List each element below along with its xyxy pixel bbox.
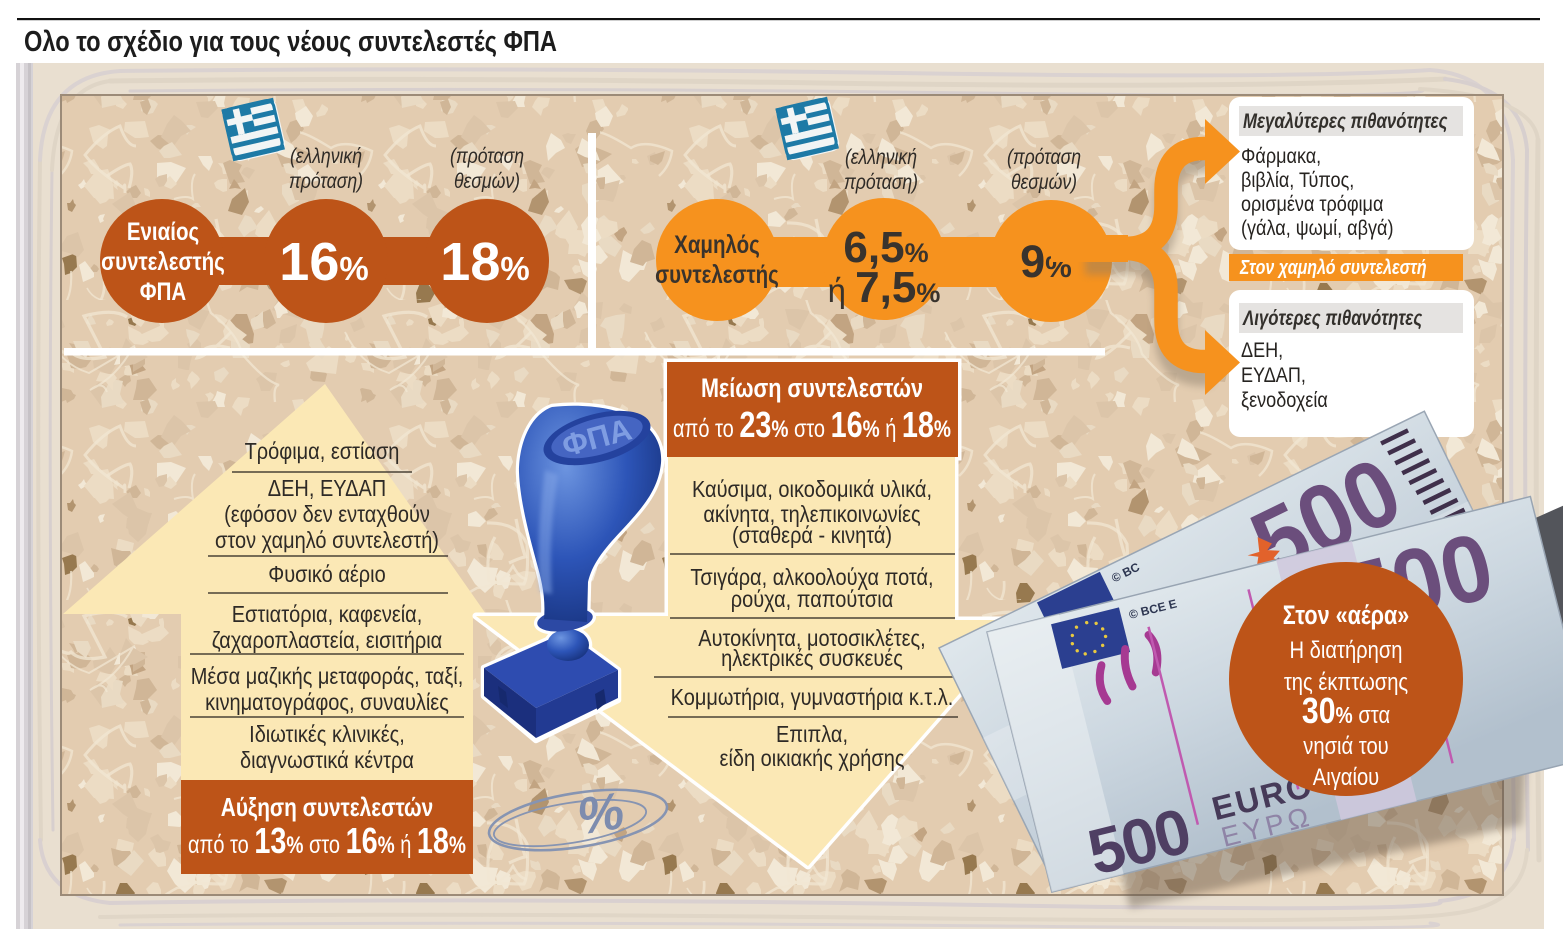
svg-text:Καύσιμα, οικοδομικά υλικά,: Καύσιμα, οικοδομικά υλικά, (692, 476, 932, 502)
svg-text:πρόταση): πρόταση) (844, 171, 918, 194)
svg-text:Στον «αέρα»: Στον «αέρα» (1283, 600, 1410, 630)
svg-text:Αιγαίου: Αιγαίου (1313, 764, 1379, 791)
svg-text:Κομμωτήρια, γυμναστήρια κ.τ.λ.: Κομμωτήρια, γυμναστήρια κ.τ.λ. (671, 684, 954, 710)
svg-text:(εφόσον δεν ενταχθούν: (εφόσον δεν ενταχθούν (224, 501, 430, 527)
svg-text:Τρόφιμα, εστίαση: Τρόφιμα, εστίαση (245, 438, 400, 464)
svg-text:από το 23% στο 16% ή 18%: από το 23% στο 16% ή 18% (673, 404, 951, 445)
svg-text:Φάρμακα,: Φάρμακα, (1241, 144, 1321, 168)
svg-text:Τσιγάρα, αλκοολούχα ποτά,: Τσιγάρα, αλκοολούχα ποτά, (690, 564, 933, 590)
svg-text:διαγνωστικά κέντρα: διαγνωστικά κέντρα (240, 747, 414, 773)
svg-text:ρούχα, παπούτσια: ρούχα, παπούτσια (731, 586, 894, 612)
svg-text:στον χαμηλό συντελεστή): στον χαμηλό συντελεστή) (215, 527, 439, 553)
svg-text:ξενοδοχεία: ξενοδοχεία (1241, 388, 1328, 412)
svg-text:Χαμηλός: Χαμηλός (674, 231, 760, 259)
svg-text:(ελληνική: (ελληνική (290, 145, 362, 168)
svg-text:ακίνητα, τηλεπικοινωνίες: ακίνητα, τηλεπικοινωνίες (703, 501, 920, 527)
svg-text:νησιά του: νησιά του (1303, 733, 1388, 760)
svg-text:ΔΕΗ,: ΔΕΗ, (1241, 338, 1283, 362)
svg-text:Η διατήρηση: Η διατήρηση (1290, 637, 1403, 664)
svg-text:%: % (573, 782, 628, 847)
svg-text:(γάλα, ψωμί, αβγά): (γάλα, ψωμί, αβγά) (1241, 216, 1394, 240)
svg-text:θεσμών): θεσμών) (454, 170, 520, 193)
svg-text:είδη οικιακής χρήσης: είδη οικιακής χρήσης (720, 745, 905, 771)
svg-text:ΕΥΔΑΠ,: ΕΥΔΑΠ, (1241, 363, 1306, 387)
svg-text:ορισμένα τρόφιμα: ορισμένα τρόφιμα (1241, 192, 1383, 216)
svg-text:Λιγότερες πιθανότητες: Λιγότερες πιθανότητες (1242, 307, 1423, 330)
svg-text:(ελληνική: (ελληνική (845, 146, 917, 169)
svg-text:Στον χαμηλό συντελεστή: Στον χαμηλό συντελεστή (1239, 257, 1426, 279)
svg-text:θεσμών): θεσμών) (1011, 171, 1077, 194)
svg-text:Μείωση συντελεστών: Μείωση συντελεστών (701, 373, 923, 403)
svg-text:συντελεστής: συντελεστής (655, 261, 779, 289)
svg-text:ΔΕΗ, ΕΥΔΑΠ: ΔΕΗ, ΕΥΔΑΠ (268, 475, 387, 501)
svg-text:κινηματογράφος, συναυλίες: κινηματογράφος, συναυλίες (205, 689, 449, 715)
svg-text:πρόταση): πρόταση) (289, 170, 363, 193)
svg-text:ηλεκτρικές συσκευές: ηλεκτρικές συσκευές (721, 645, 903, 671)
svg-text:(πρόταση: (πρόταση (450, 145, 524, 168)
svg-text:ΦΠΑ: ΦΠΑ (140, 278, 186, 306)
svg-text:Ολο το σχέδιο για τους νέους σ: Ολο το σχέδιο για τους νέους συντελεστές… (24, 26, 557, 58)
svg-text:βιβλία, Τύπος,: βιβλία, Τύπος, (1241, 168, 1354, 192)
svg-text:Ιδιωτικές κλινικές,: Ιδιωτικές κλινικές, (249, 721, 405, 747)
svg-text:Ενιαίος: Ενιαίος (127, 218, 199, 246)
svg-text:Επιπλα,: Επιπλα, (776, 721, 848, 747)
svg-text:Μέσα μαζικής μεταφοράς, ταξί,: Μέσα μαζικής μεταφοράς, ταξί, (191, 663, 464, 689)
svg-text:(πρόταση: (πρόταση (1007, 146, 1081, 169)
svg-text:Αύξηση συντελεστών: Αύξηση συντελεστών (221, 792, 433, 822)
svg-text:συντελεστής: συντελεστής (101, 248, 225, 276)
svg-text:Αυτοκίνητα, μοτοσικλέτες,: Αυτοκίνητα, μοτοσικλέτες, (698, 625, 925, 651)
svg-text:της έκπτωσης: της έκπτωσης (1284, 669, 1408, 696)
svg-text:Μεγαλύτερες πιθανότητες: Μεγαλύτερες πιθανότητες (1243, 110, 1448, 133)
svg-text:Εστιατόρια, καφενεία,: Εστιατόρια, καφενεία, (232, 601, 423, 627)
svg-text:ζαχαροπλαστεία, εισιτήρια: ζαχαροπλαστεία, εισιτήρια (212, 627, 442, 653)
svg-text:(σταθερά - κινητά): (σταθερά - κινητά) (732, 522, 892, 548)
svg-text:Φυσικό αέριο: Φυσικό αέριο (268, 561, 385, 587)
